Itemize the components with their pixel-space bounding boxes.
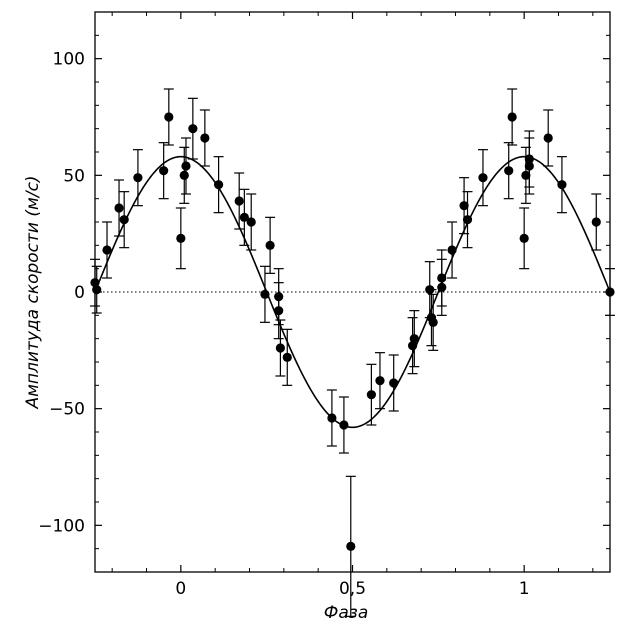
data-point: [179, 170, 189, 180]
x-axis-title: Фаза: [324, 603, 369, 623]
data-point: [459, 201, 469, 211]
x-tick-label: 1: [519, 579, 530, 599]
data-point: [375, 376, 385, 386]
data-point: [543, 133, 553, 143]
data-point: [437, 273, 447, 283]
data-point: [275, 343, 285, 353]
data-point: [90, 278, 100, 288]
data-point: [282, 352, 292, 362]
data-point: [92, 285, 102, 295]
data-point: [447, 245, 457, 255]
data-point: [346, 541, 356, 551]
data-point: [260, 289, 270, 299]
data-point: [462, 215, 473, 225]
data-point: [159, 166, 169, 176]
data-point: [181, 161, 191, 171]
data-point: [591, 217, 601, 227]
data-point: [478, 173, 488, 183]
data-point: [246, 217, 256, 227]
data-point: [524, 161, 534, 171]
data-point: [437, 282, 447, 292]
data-point: [504, 166, 514, 176]
y-tick-label: −50: [49, 400, 85, 420]
data-point: [389, 378, 399, 388]
y-axis-title: Амплитуда скорости (м/с): [23, 175, 43, 409]
data-point: [274, 306, 284, 316]
data-point: [557, 180, 567, 190]
data-point: [409, 334, 419, 344]
data-point: [524, 154, 534, 164]
data-point: [234, 196, 244, 206]
data-point: [119, 215, 129, 225]
data-point: [366, 390, 376, 400]
data-point: [507, 112, 517, 122]
data-point: [521, 170, 531, 180]
data-point: [327, 413, 337, 423]
data-point: [407, 341, 418, 351]
y-tick-label: 100: [53, 50, 85, 70]
data-point: [188, 124, 198, 134]
data-point: [425, 285, 435, 295]
x-tick-label: 0: [175, 579, 186, 599]
data-point: [102, 245, 112, 255]
data-point: [239, 212, 249, 222]
x-tick-label: 0,5: [339, 579, 366, 599]
data-point: [339, 420, 349, 430]
data-point: [274, 292, 284, 302]
y-tick-label: 50: [63, 166, 85, 186]
data-point: [519, 233, 529, 243]
data-point: [265, 240, 275, 250]
y-tick-label: −100: [38, 516, 85, 536]
data-point: [200, 133, 210, 143]
data-point: [114, 203, 124, 213]
y-tick-label: 0: [74, 283, 85, 303]
fit-curve: [94, 155, 611, 429]
data-point: [428, 317, 438, 327]
data-point: [133, 173, 143, 183]
data-point: [214, 180, 224, 190]
data-point: [164, 112, 174, 122]
data-point: [176, 233, 186, 243]
